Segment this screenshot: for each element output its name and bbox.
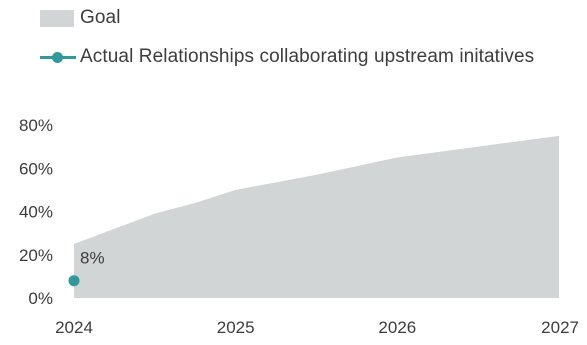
goal-area-swatch-icon — [40, 9, 74, 27]
y-axis: 80% 60% 40% 20% 0% — [19, 116, 53, 308]
x-tick-label: 2025 — [217, 318, 255, 337]
x-tick-label: 2024 — [55, 318, 93, 337]
legend-item-actual: Actual Relationships collaborating upstr… — [40, 46, 534, 68]
actual-line-swatch-icon — [40, 49, 76, 66]
legend-label-goal: Goal — [80, 7, 121, 28]
series-layer: 8% — [68, 135, 559, 298]
x-tick-label: 2026 — [378, 318, 416, 337]
y-tick-label: 0% — [28, 289, 53, 308]
actual-point — [68, 275, 80, 287]
x-axis: 2024 2025 2026 2027 — [55, 318, 579, 337]
goal-area — [74, 135, 559, 298]
x-tick-label: 2027 — [541, 318, 579, 337]
y-tick-label: 60% — [19, 159, 53, 178]
y-tick-label: 40% — [19, 203, 53, 222]
y-tick-label: 80% — [19, 116, 53, 135]
y-tick-label: 20% — [19, 246, 53, 265]
actual-data-label: 8% — [80, 249, 105, 268]
legend-label-actual: Actual Relationships collaborating upstr… — [80, 46, 535, 67]
legend-item-goal: Goal — [40, 7, 121, 29]
